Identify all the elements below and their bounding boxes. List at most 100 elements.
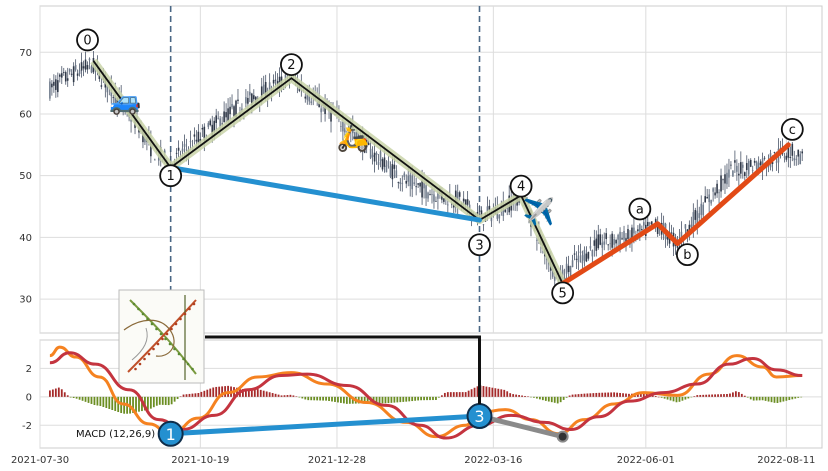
x-tick-label: 2021-10-19 bbox=[171, 455, 229, 466]
histogram-bar bbox=[696, 395, 699, 397]
candle-body bbox=[791, 143, 794, 156]
histogram-bar bbox=[111, 396, 114, 411]
candle-body bbox=[379, 151, 382, 162]
candle-body bbox=[462, 198, 465, 202]
histogram-bar bbox=[402, 396, 405, 402]
candle-body bbox=[195, 139, 198, 142]
histogram-bar bbox=[547, 396, 550, 402]
histogram-bar bbox=[586, 393, 589, 397]
candle-body bbox=[60, 73, 63, 78]
candle-body bbox=[718, 192, 720, 194]
histogram-bar bbox=[167, 396, 170, 406]
thumbnail-dot bbox=[152, 347, 155, 351]
macd-legend-label: MACD (12,26,9) bbox=[76, 429, 155, 440]
candle-body bbox=[55, 79, 57, 90]
histogram-bar bbox=[544, 396, 547, 401]
candle-body bbox=[742, 164, 744, 168]
fibonacci-spiral-thumbnail bbox=[118, 289, 205, 384]
candle-body bbox=[595, 238, 598, 251]
histogram-bar bbox=[438, 396, 440, 398]
histogram-bar bbox=[342, 396, 345, 404]
candle-body bbox=[417, 183, 419, 185]
histogram-bar bbox=[687, 396, 690, 399]
wave-label-text: 1 bbox=[167, 169, 175, 184]
candle-body bbox=[763, 157, 766, 159]
histogram-bar bbox=[604, 392, 607, 397]
candle-body bbox=[577, 255, 580, 263]
candle-body bbox=[730, 164, 732, 166]
histogram-bar bbox=[236, 387, 238, 397]
histogram-bar bbox=[791, 396, 794, 400]
wave-line bbox=[92, 60, 564, 285]
candle-body bbox=[569, 266, 572, 276]
candle-body bbox=[787, 146, 790, 158]
candle-body bbox=[716, 183, 718, 194]
histogram-bar bbox=[212, 387, 215, 397]
thumbnail-dot bbox=[155, 327, 158, 331]
histogram-bar bbox=[161, 396, 164, 405]
candle-body bbox=[639, 224, 641, 232]
histogram-bar bbox=[541, 396, 544, 401]
candle-body bbox=[371, 154, 374, 157]
histogram-bar bbox=[675, 396, 678, 403]
candle-body bbox=[736, 165, 738, 172]
histogram-bar bbox=[717, 394, 719, 397]
histogram-bar bbox=[767, 396, 770, 402]
histogram-bar bbox=[158, 396, 161, 405]
histogram-bar bbox=[179, 396, 182, 397]
candle-body bbox=[745, 163, 748, 171]
candle-body bbox=[573, 253, 576, 255]
histogram-bar bbox=[87, 396, 90, 403]
histogram-bar bbox=[102, 396, 105, 407]
candle-body bbox=[773, 152, 776, 153]
histogram-bar bbox=[345, 396, 348, 404]
histogram-bar bbox=[135, 396, 137, 413]
trend-lines bbox=[168, 142, 791, 287]
thumbnail-dot bbox=[147, 352, 151, 356]
thumbnail-dot bbox=[150, 322, 154, 326]
histogram-bar bbox=[152, 396, 155, 408]
candle-body bbox=[391, 164, 394, 180]
candle-body bbox=[251, 93, 253, 106]
macd-divergence-line bbox=[168, 413, 483, 437]
candle-body bbox=[68, 68, 71, 72]
histogram-bar bbox=[452, 392, 455, 397]
wave-label-text: c bbox=[789, 123, 796, 138]
histogram-bar bbox=[381, 396, 384, 404]
histogram-bar bbox=[467, 390, 470, 397]
histogram-bar bbox=[51, 389, 54, 397]
histogram-bar bbox=[265, 391, 268, 397]
x-tick-label: 2022-06-01 bbox=[617, 455, 675, 466]
candle-body bbox=[310, 101, 313, 103]
histogram-bar bbox=[399, 396, 402, 403]
candle-body bbox=[658, 229, 661, 231]
thumbnail-dot bbox=[168, 342, 172, 346]
candle-body bbox=[74, 64, 77, 70]
histogram-bar bbox=[592, 393, 595, 397]
histogram-bar bbox=[577, 394, 580, 397]
airplane-icon: ✈️ bbox=[523, 196, 555, 228]
histogram-bar bbox=[461, 392, 464, 397]
macd-y-tick: 2 bbox=[26, 364, 32, 375]
histogram-bar bbox=[268, 392, 271, 397]
candle-body bbox=[579, 251, 582, 253]
histogram-bar bbox=[527, 396, 529, 397]
candle-body bbox=[641, 229, 643, 231]
histogram-bar bbox=[105, 396, 108, 408]
candle-body bbox=[116, 98, 119, 107]
candle-body bbox=[207, 123, 210, 127]
x-tick-label: 2022-03-16 bbox=[464, 455, 522, 466]
macd-y-tick-labels: -2 0 2 bbox=[22, 364, 32, 432]
candle-body bbox=[437, 191, 439, 199]
histogram-bar bbox=[654, 395, 657, 397]
candle-body bbox=[387, 161, 390, 167]
histogram-bar bbox=[286, 395, 289, 397]
histogram-bar bbox=[313, 396, 316, 401]
candle-body bbox=[755, 161, 758, 170]
candle-body bbox=[330, 109, 332, 122]
histogram-bar bbox=[250, 389, 253, 397]
connector-line bbox=[205, 335, 482, 405]
candle-body bbox=[421, 180, 423, 198]
thumbnail-dot bbox=[132, 302, 136, 306]
candle-body bbox=[648, 222, 651, 224]
